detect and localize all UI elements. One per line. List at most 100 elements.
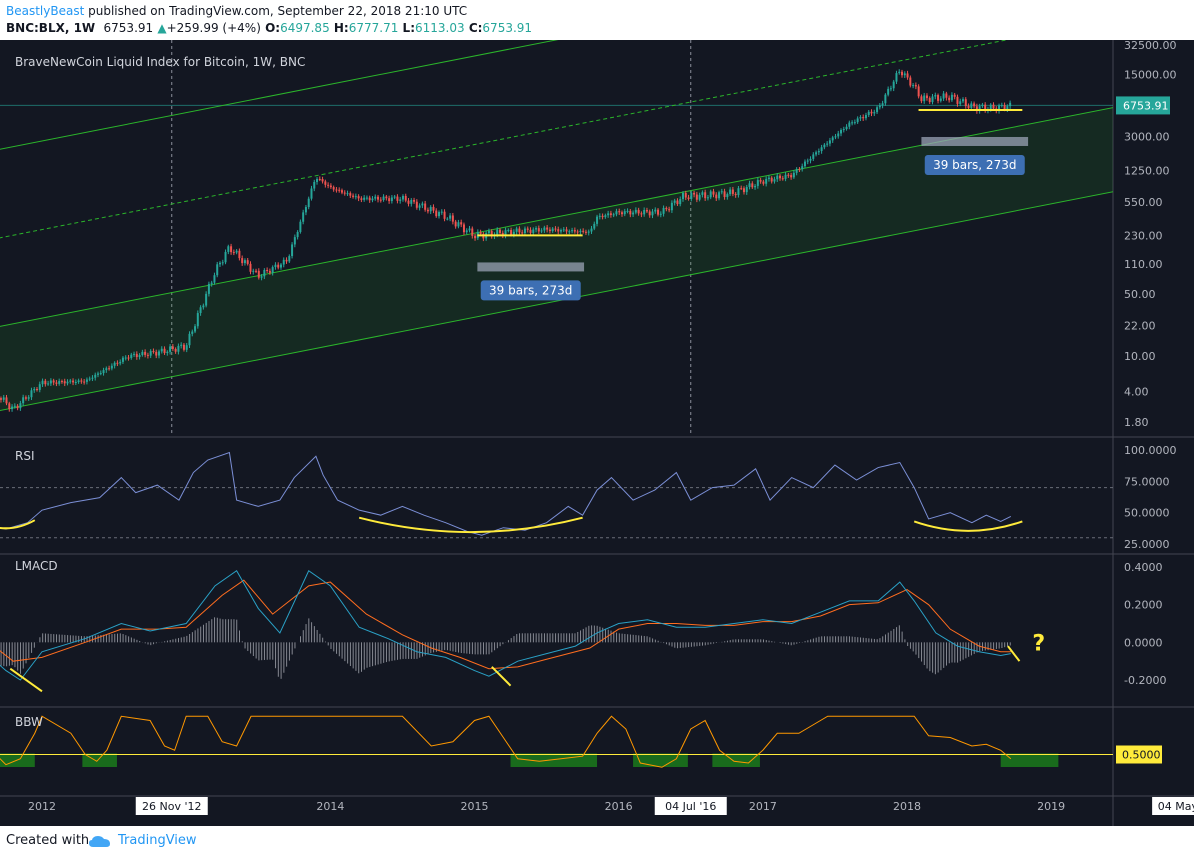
author-link[interactable]: BeastlyBeast: [6, 4, 85, 18]
price-tick-label: 550.00: [1124, 196, 1163, 209]
candle-body: [501, 232, 504, 236]
candle-body: [535, 228, 538, 230]
candle-body: [199, 307, 202, 314]
candle-body: [607, 213, 610, 216]
candle-body: [759, 180, 762, 182]
candle-body: [648, 211, 651, 216]
lmacd-tick-label: -0.2000: [1124, 674, 1166, 687]
candle-body: [670, 202, 673, 211]
date-range-bar: [921, 136, 1029, 146]
candle-body: [587, 231, 590, 233]
candle-body: [842, 129, 845, 131]
candle-body: [557, 229, 560, 232]
candle-body: [66, 381, 69, 384]
rsi-pane[interactable]: [0, 451, 1113, 539]
candle-body: [55, 382, 58, 384]
candle-body: [762, 181, 765, 184]
candle-body: [382, 196, 385, 201]
candle-body: [612, 214, 615, 216]
candle-body: [615, 211, 618, 215]
candle-body: [388, 198, 391, 202]
time-marker-label: 26 Nov '12: [142, 800, 201, 813]
lmacd-cross-annotation: [9, 667, 43, 693]
time-marker-badge: [1152, 797, 1194, 815]
candle-body: [227, 246, 230, 252]
candle-body: [160, 348, 163, 352]
candle-body: [632, 212, 635, 215]
high-label: H:: [333, 21, 349, 35]
candle-body: [590, 228, 593, 232]
candle-body: [665, 207, 668, 210]
candle-body: [191, 331, 194, 334]
tradingview-link[interactable]: TradingView: [118, 833, 197, 848]
candle-body: [379, 199, 382, 201]
candle-body: [853, 122, 856, 124]
candle-body: [321, 179, 324, 182]
candle-body: [213, 275, 216, 283]
price-tick-label: 50.00: [1124, 288, 1156, 301]
price-tick-label: 15000.00: [1124, 69, 1177, 82]
candle-body: [912, 85, 915, 87]
candle-body: [105, 368, 108, 371]
symbol-line: BNC:BLX, 1W 6753.91 ▲+259.99 (+4%) O:649…: [6, 21, 532, 35]
candle-body: [1006, 106, 1009, 110]
rsi-line: [0, 451, 1012, 536]
candle-body: [210, 282, 213, 284]
axes: 32500.0015000.007000.003000.001250.00550…: [28, 39, 1194, 815]
price-tick-label: 22.00: [1124, 320, 1156, 333]
lmacd-cross-annotation: [1007, 645, 1021, 662]
price-tick-label: 32500.00: [1124, 40, 1177, 52]
candle-body: [324, 181, 327, 185]
price-tick-label: 230.00: [1124, 229, 1163, 242]
price-pane[interactable]: 39 bars, 273d 39 bars, 273d: [0, 40, 1123, 436]
candle-body: [302, 212, 305, 222]
candle-body: [742, 188, 745, 193]
candle-body: [704, 192, 707, 199]
candle-body: [989, 104, 992, 110]
candle-body: [47, 383, 50, 385]
candle-body: [981, 104, 984, 107]
change-value: +259.99 (+4%): [166, 21, 261, 35]
candle-body: [313, 181, 316, 189]
candle-body: [618, 211, 621, 213]
candle-body: [360, 198, 363, 200]
low-value: 6113.03: [415, 21, 465, 35]
candle-body: [529, 229, 532, 233]
candle-body: [659, 213, 662, 215]
lmacd-cross-annotation: [491, 666, 512, 687]
candle-body: [892, 81, 895, 89]
candle-body: [803, 161, 806, 167]
candle-body: [745, 187, 748, 193]
candle-body: [779, 175, 782, 179]
publication-header: BeastlyBeast published on TradingView.co…: [0, 0, 1194, 40]
candle-body: [99, 373, 102, 375]
candle-body: [582, 230, 585, 232]
candle-body: [984, 104, 987, 111]
candle-body: [640, 213, 643, 215]
chart-canvas[interactable]: 39 bars, 273d 39 bars, 273d ? 32500.00 150…: [0, 39, 1194, 826]
candle-body: [676, 200, 679, 205]
candle-body: [634, 209, 637, 213]
candle-body: [72, 380, 75, 383]
candle-body: [218, 262, 221, 265]
candle-body: [684, 193, 687, 198]
candle-body: [94, 374, 97, 378]
bbw-pane[interactable]: [0, 715, 1113, 768]
candle-body: [279, 264, 282, 268]
price-tick-label: 10.00: [1124, 350, 1156, 363]
candle-body: [182, 344, 185, 350]
candle-body: [407, 200, 410, 204]
bbw-squeeze-zone: [1000, 753, 1059, 767]
candle-body: [157, 351, 160, 356]
chart-area[interactable]: 39 bars, 273d 39 bars, 273d ? 32500.00 150…: [0, 39, 1194, 826]
candle-body: [69, 380, 72, 382]
candle-body: [266, 270, 269, 272]
candle-body: [546, 227, 549, 230]
lmacd-pane[interactable]: ?: [0, 570, 1045, 693]
candle-body: [58, 381, 61, 384]
candle-body: [108, 368, 111, 370]
candle-body: [343, 192, 346, 194]
candle-body: [695, 194, 698, 200]
rsi-tick-label: 50.0000: [1124, 507, 1170, 520]
candle-body: [38, 384, 41, 390]
